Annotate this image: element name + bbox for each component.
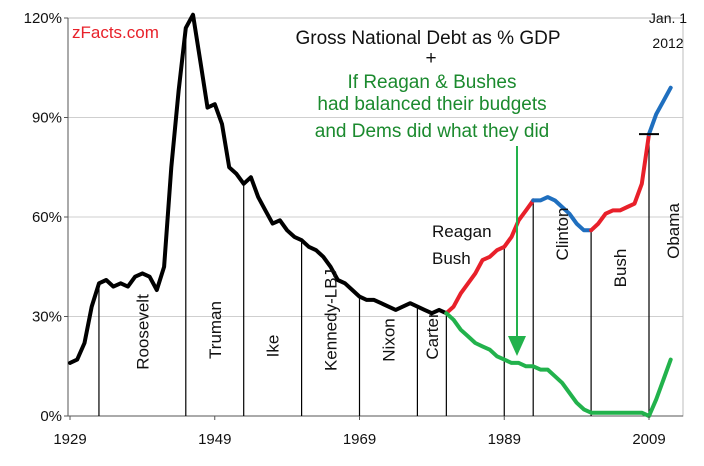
president-dividers bbox=[98, 27, 650, 416]
president-labels: Roosevelt Truman Ike Kennedy-LBJ Nixon Carter… bbox=[133, 203, 683, 371]
x-tick-label: 1929 bbox=[53, 431, 86, 448]
president-label: Nixon bbox=[379, 318, 398, 361]
series-line bbox=[444, 198, 536, 316]
president-label: Kennedy-LBJ bbox=[322, 269, 341, 371]
series-line bbox=[68, 12, 449, 365]
series-line bbox=[589, 132, 651, 233]
president-label: Bush bbox=[611, 249, 630, 288]
subtitle-line-1: If Reagan & Bushes bbox=[348, 72, 517, 93]
series-line bbox=[531, 195, 594, 233]
series-layer bbox=[68, 12, 673, 418]
y-tick-label: 90% bbox=[32, 110, 62, 127]
subtitle-line-2: had balanced their budgets bbox=[317, 94, 546, 115]
y-tick-label: 0% bbox=[40, 408, 62, 425]
tick-labels: 0% 30% 60% 90% 120% 1929 1949 1969 1989 2009 bbox=[24, 10, 666, 448]
president-label: Carter bbox=[423, 312, 442, 360]
president-label: Reagan bbox=[432, 222, 492, 241]
series-line bbox=[647, 85, 673, 137]
president-label: Bush bbox=[432, 249, 471, 268]
series-line bbox=[444, 311, 673, 418]
chart-title: Gross National Debt as % GDP bbox=[295, 28, 560, 49]
title-plus: + bbox=[425, 48, 436, 69]
x-tick-label: 1969 bbox=[343, 431, 376, 448]
y-tick-label: 120% bbox=[24, 10, 62, 27]
x-tick-label: 1949 bbox=[198, 431, 231, 448]
y-tick-label: 60% bbox=[32, 209, 62, 226]
x-tick-label: 1989 bbox=[488, 431, 521, 448]
date-note-line-2: 2012 bbox=[652, 35, 683, 51]
x-tick-label: 2009 bbox=[632, 431, 665, 448]
date-note-line-1: Jan. 1 bbox=[649, 10, 687, 26]
president-label: Clinton bbox=[553, 208, 572, 261]
brand-label: zFacts.com bbox=[72, 23, 159, 42]
president-label: Ike bbox=[264, 335, 283, 358]
president-label: Obama bbox=[664, 203, 683, 259]
president-label: Truman bbox=[206, 301, 225, 359]
president-label: Roosevelt bbox=[133, 294, 152, 370]
subtitle-line-3: and Dems did what they did bbox=[315, 121, 549, 142]
annotation-arrow bbox=[508, 146, 526, 356]
y-tick-label: 30% bbox=[32, 309, 62, 326]
